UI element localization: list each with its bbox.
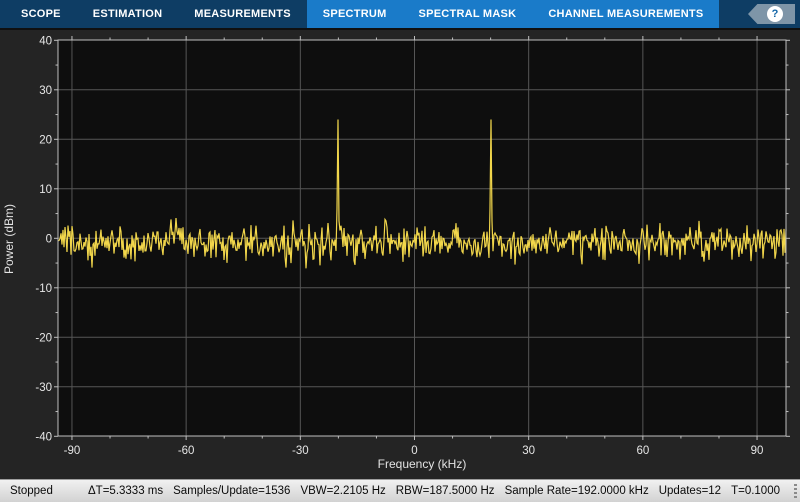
status-updates: Updates=12 bbox=[658, 485, 722, 497]
y-tick-label: -20 bbox=[35, 332, 52, 344]
resize-grip[interactable] bbox=[794, 484, 797, 498]
status-delta-t: ΔT=5.3333 ms bbox=[88, 485, 164, 497]
x-tick-label: 0 bbox=[411, 445, 417, 457]
help-tag[interactable]: ? bbox=[748, 4, 795, 24]
status-samples-per-update: Samples/Update=1536 bbox=[173, 485, 291, 497]
x-tick-label: -30 bbox=[292, 445, 309, 457]
toolbar: SCOPE ESTIMATION MEASUREMENTS SPECTRUM S… bbox=[0, 0, 800, 30]
tab-spectral-mask[interactable]: SPECTRAL MASK bbox=[418, 8, 517, 20]
spectrum-plot: -90 -60 -30 0 30 60 90 40 30 20 10 0 -10 -20 -30 -40 bbox=[35, 35, 790, 457]
y-tick-label: 30 bbox=[39, 85, 52, 97]
x-tick-label: -90 bbox=[64, 445, 81, 457]
y-tick-label: 0 bbox=[46, 233, 52, 245]
spectrum-trace bbox=[57, 119, 787, 269]
status-sample-rate: Sample Rate=192.0000 kHz bbox=[504, 485, 649, 497]
tab-channel-measurements[interactable]: CHANNEL MEASUREMENTS bbox=[548, 8, 704, 20]
y-tick-label: -30 bbox=[35, 382, 52, 394]
status-state: Stopped bbox=[10, 485, 53, 497]
tab-scope[interactable]: SCOPE bbox=[21, 8, 61, 20]
y-tick-label: 10 bbox=[39, 184, 52, 196]
x-tick-label: 60 bbox=[636, 445, 649, 457]
status-rbw: RBW=187.5000 Hz bbox=[395, 485, 495, 497]
status-time: T=0.1000 bbox=[731, 485, 780, 497]
y-tick-label: 40 bbox=[39, 35, 52, 47]
x-tick-label: -60 bbox=[178, 445, 195, 457]
y-axis-label: Power (dBm) bbox=[2, 204, 16, 275]
x-tick-label: 30 bbox=[522, 445, 535, 457]
y-tick-label: -40 bbox=[35, 431, 52, 443]
x-axis-label: Frequency (kHz) bbox=[377, 457, 467, 471]
tab-spectrum[interactable]: SPECTRUM bbox=[322, 8, 387, 20]
status-vbw: VBW=2.2105 Hz bbox=[300, 485, 386, 497]
y-tick-label: 20 bbox=[39, 134, 52, 146]
tab-group-active: SPECTRUM SPECTRAL MASK CHANNEL MEASUREME… bbox=[306, 0, 720, 28]
tab-estimation[interactable]: ESTIMATION bbox=[92, 8, 163, 20]
plot-region: -90 -60 -30 0 30 60 90 40 30 20 10 0 -10 -20 -30 -40 Fr… bbox=[0, 30, 800, 479]
x-tick-label: 90 bbox=[751, 445, 764, 457]
y-tick-label: -10 bbox=[35, 283, 52, 295]
tab-measurements[interactable]: MEASUREMENTS bbox=[194, 8, 291, 20]
help-icon[interactable]: ? bbox=[767, 6, 783, 22]
status-bar: Stopped ΔT=5.3333 ms Samples/Update=1536… bbox=[0, 479, 800, 502]
